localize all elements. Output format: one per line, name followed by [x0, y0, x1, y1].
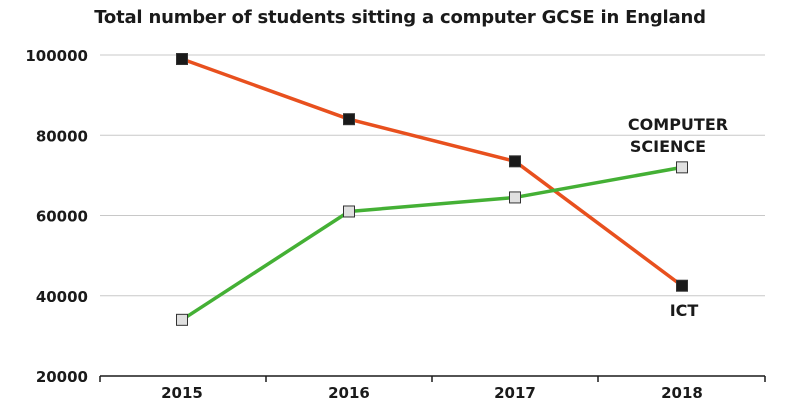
y-tick-label: 100000	[25, 47, 88, 65]
data-point	[176, 313, 188, 326]
series-line	[181, 57, 684, 288]
y-tick-label: 60000	[36, 208, 88, 226]
x-tick-label: 2016	[328, 384, 370, 402]
chart-title: Total number of students sitting a compu…	[94, 7, 706, 28]
x-tick-label: 2018	[661, 384, 703, 402]
data-point	[676, 161, 688, 174]
series-label-line: SCIENCE	[630, 137, 706, 156]
x-axis: 2015 2016 2017 2018	[99, 375, 766, 402]
data-point	[509, 155, 521, 168]
x-tick-label: 2015	[161, 384, 203, 402]
data-point	[176, 53, 188, 66]
series-label-ict: ICT	[670, 301, 699, 320]
series-labels: ICT COMPUTER SCIENCE	[628, 115, 728, 320]
series-label-computer-science: COMPUTER SCIENCE	[628, 115, 728, 156]
data-point	[509, 191, 521, 204]
y-tick-label: 20000	[36, 368, 88, 386]
grid-lines	[100, 54, 765, 297]
y-tick-label: 80000	[36, 127, 88, 145]
data-point	[343, 205, 355, 218]
series-lines	[181, 57, 684, 322]
x-tick-label: 2017	[494, 384, 536, 402]
series-label-line: COMPUTER	[628, 115, 728, 134]
y-axis-tick-labels: 20000 40000 60000 80000 100000	[25, 47, 88, 386]
data-point	[343, 113, 355, 126]
series-markers	[176, 53, 688, 326]
y-tick-label: 40000	[36, 288, 88, 306]
series-line	[181, 165, 683, 322]
data-point	[676, 279, 688, 292]
